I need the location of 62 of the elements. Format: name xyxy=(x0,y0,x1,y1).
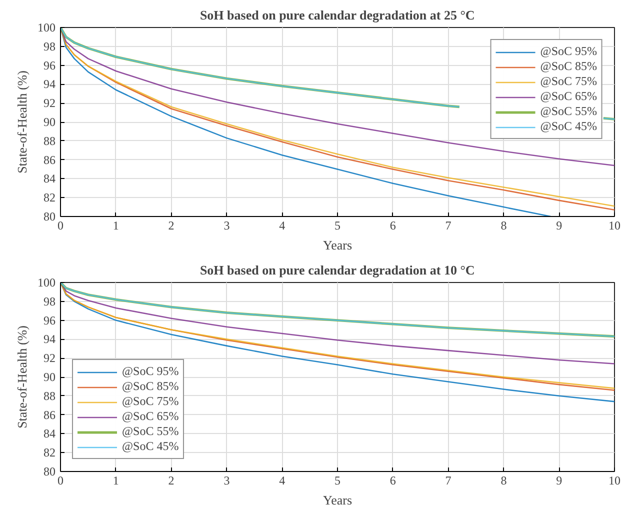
x-tick-label: 3 xyxy=(224,474,230,488)
legend-label: @SoC 65% xyxy=(540,89,597,104)
y-tick-label: 96 xyxy=(44,313,56,328)
y-axis-title: State-of-Health (%) xyxy=(14,326,30,428)
x-tick-label: 7 xyxy=(445,474,452,488)
x-tick-label: 2 xyxy=(168,218,174,232)
x-tick-label: 6 xyxy=(390,218,396,232)
x-tick-label: 10 xyxy=(608,474,620,488)
legend-label: @SoC 95% xyxy=(540,44,597,59)
y-tick-label: 92 xyxy=(44,351,56,366)
y-tick-label: 86 xyxy=(44,408,56,422)
legend-label: @SoC 45% xyxy=(122,439,179,454)
y-tick-label: 94 xyxy=(44,77,56,92)
chart-title: SoH based on pure calendar degradation at 10 °C xyxy=(200,262,475,278)
x-tick-label: 5 xyxy=(334,218,340,232)
x-tick-label: 10 xyxy=(608,218,620,232)
y-tick-label: 86 xyxy=(44,152,56,167)
legend-label: @SoC 55% xyxy=(122,424,179,439)
y-tick-label: 84 xyxy=(44,172,56,186)
y-tick-label: 82 xyxy=(44,446,56,460)
chart-title: SoH based on pure calendar degradation at 25 °C xyxy=(200,8,475,22)
legend-label: @SoC 75% xyxy=(540,74,597,89)
y-tick-label: 100 xyxy=(38,276,56,290)
legend-label: @SoC 65% xyxy=(122,409,179,424)
legend-label: @SoC 45% xyxy=(540,119,597,134)
y-tick-label: 88 xyxy=(44,388,56,403)
y-tick-label: 80 xyxy=(44,464,56,478)
x-tick-label: 0 xyxy=(58,218,64,232)
y-tick-label: 98 xyxy=(44,294,56,308)
series-label: @SoC 55% xyxy=(540,104,597,119)
y-tick-label: 92 xyxy=(44,96,56,110)
x-tick-label: 2 xyxy=(168,474,174,488)
x-tick-label: 3 xyxy=(224,218,230,232)
y-tick-label: 80 xyxy=(44,210,56,224)
x-tick-label: 8 xyxy=(500,474,507,488)
x-tick-label: 1 xyxy=(112,218,119,232)
y-tick-label: 88 xyxy=(44,134,56,148)
x-tick-label: 9 xyxy=(556,474,562,488)
y-tick-label: 100 xyxy=(38,20,56,34)
x-tick-label: 1 xyxy=(112,474,119,488)
y-tick-label: 82 xyxy=(44,190,56,205)
y-tick-label: 96 xyxy=(44,58,56,72)
legend-label: @SoC 75% xyxy=(122,394,179,409)
x-tick-label: 4 xyxy=(279,218,286,232)
x-tick-label: 7 xyxy=(445,218,452,232)
legend-label: @SoC 85% xyxy=(540,59,597,74)
x-axis-title: Years xyxy=(322,238,352,252)
y-axis-title: State-of-Health (%) xyxy=(14,70,30,174)
x-tick-label: 4 xyxy=(279,474,286,488)
y-tick-label: 98 xyxy=(44,39,56,54)
y-tick-label: 90 xyxy=(44,370,56,384)
legend-label: @SoC 85% xyxy=(122,379,179,394)
x-tick-label: 6 xyxy=(390,474,396,488)
x-tick-label: 5 xyxy=(334,474,340,488)
x-tick-label: 8 xyxy=(500,218,507,232)
y-tick-label: 84 xyxy=(44,426,56,441)
x-tick-label: 9 xyxy=(556,218,562,232)
x-tick-label: 0 xyxy=(58,474,64,488)
y-tick-label: 90 xyxy=(44,115,56,129)
legend-label: @SoC 95% xyxy=(122,364,179,379)
x-axis-title: Years xyxy=(322,492,352,508)
y-tick-label: 94 xyxy=(44,332,56,346)
